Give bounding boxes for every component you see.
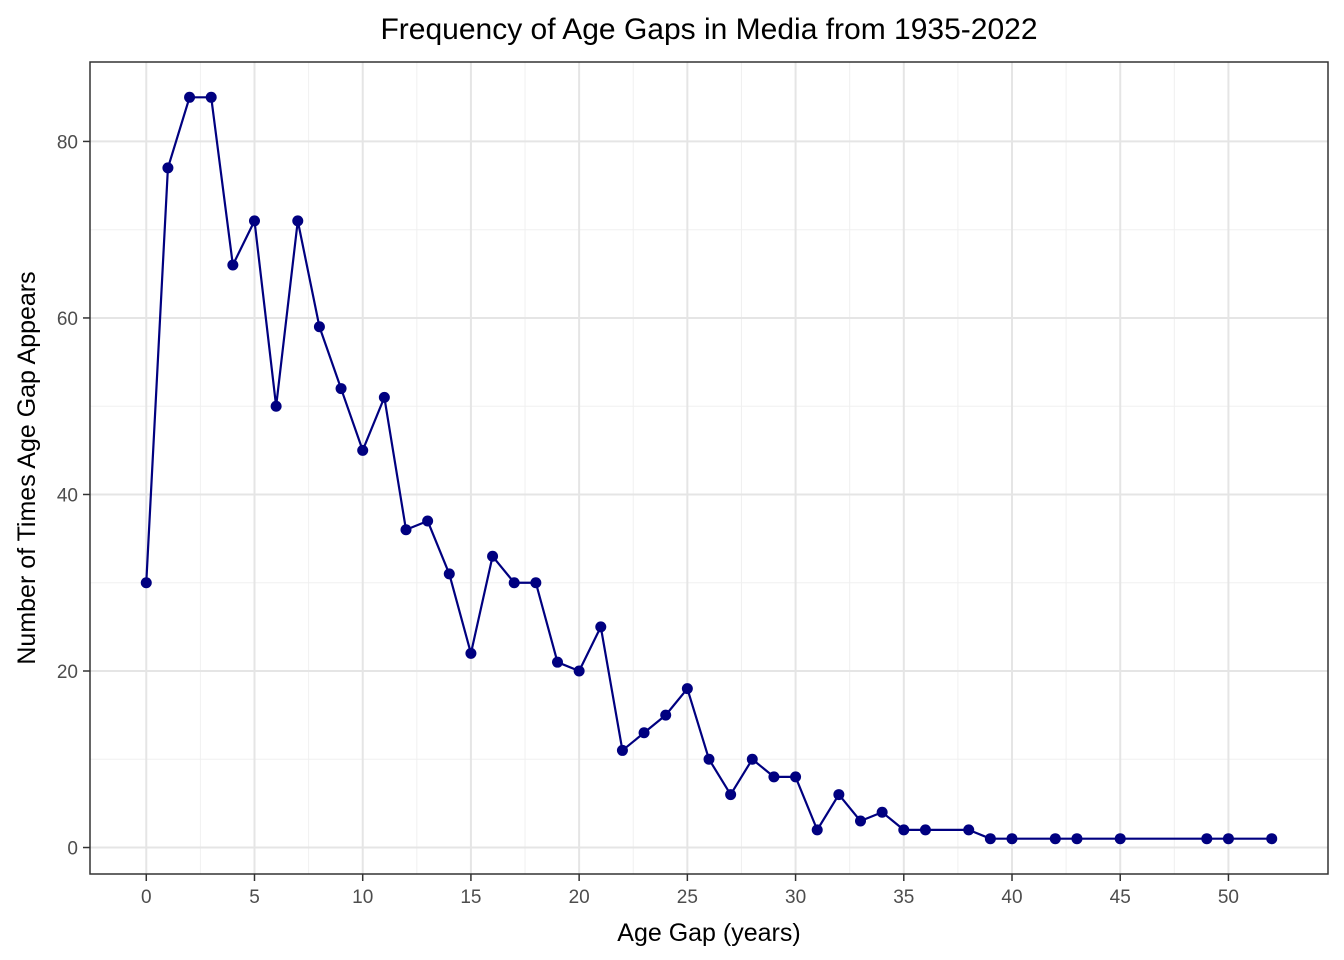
data-point — [422, 515, 434, 527]
series-line — [145, 96, 1272, 840]
data-point — [790, 771, 802, 783]
data-point — [1071, 833, 1083, 845]
data-point — [465, 647, 477, 659]
data-point — [357, 444, 369, 456]
y-tick-label: 80 — [57, 132, 78, 153]
data-point — [184, 91, 196, 103]
x-tick-label: 20 — [569, 887, 590, 908]
data-point — [270, 400, 282, 412]
data-point — [703, 753, 715, 765]
data-point — [963, 824, 975, 836]
data-point — [378, 391, 390, 403]
x-tick-label: 10 — [352, 887, 373, 908]
y-tick-label: 60 — [57, 309, 78, 330]
x-tick-label: 40 — [1001, 887, 1022, 908]
data-point — [1114, 833, 1126, 845]
data-point — [898, 824, 910, 836]
data-point — [616, 744, 628, 756]
data-point — [833, 789, 845, 801]
y-tick-label: 40 — [57, 485, 78, 506]
data-point — [443, 568, 455, 580]
data-point — [205, 91, 217, 103]
x-tick-label: 45 — [1110, 887, 1131, 908]
y-tick-label: 0 — [67, 839, 78, 860]
data-point — [725, 789, 737, 801]
data-point — [335, 383, 347, 395]
y-axis-title: Number of Times Age Gap Appears — [13, 271, 41, 664]
data-point — [530, 577, 542, 589]
data-point — [919, 824, 931, 836]
grid — [90, 62, 1328, 874]
data-point — [681, 683, 693, 695]
panel-border — [89, 61, 1329, 875]
data-point — [768, 771, 780, 783]
x-tick-label: 0 — [141, 887, 152, 908]
x-tick-label: 25 — [677, 887, 698, 908]
data-point — [855, 815, 867, 827]
data-point — [1222, 833, 1234, 845]
x-axis-title: Age Gap (years) — [617, 919, 800, 947]
data-point — [984, 833, 996, 845]
data-point — [573, 665, 585, 677]
data-point — [227, 259, 239, 271]
data-point — [660, 709, 672, 721]
axes: 0 5 10 15 20 25 30 35 40 45 50 0 20 40 60 80 — [57, 132, 1239, 908]
data-point — [487, 550, 499, 562]
x-tick-label: 5 — [249, 887, 260, 908]
data-point — [292, 215, 304, 227]
data-point — [551, 656, 563, 668]
series — [140, 91, 1278, 845]
x-tick-label: 15 — [460, 887, 481, 908]
chart-title: Frequency of Age Gaps in Media from 1935… — [380, 13, 1037, 46]
data-point — [1266, 833, 1278, 845]
data-point — [638, 727, 650, 739]
data-point — [876, 806, 888, 818]
data-point — [811, 824, 823, 836]
data-point — [1049, 833, 1061, 845]
x-tick-label: 35 — [893, 887, 914, 908]
data-point — [162, 162, 174, 174]
x-tick-label: 30 — [785, 887, 806, 908]
data-point — [1006, 833, 1018, 845]
data-point — [400, 524, 412, 536]
data-point — [313, 321, 325, 333]
data-point — [746, 753, 758, 765]
data-point — [508, 577, 520, 589]
y-tick-label: 20 — [57, 662, 78, 683]
x-tick-label: 50 — [1218, 887, 1239, 908]
data-point — [1201, 833, 1213, 845]
data-point — [248, 215, 260, 227]
data-point — [140, 577, 152, 589]
data-point — [595, 621, 607, 633]
